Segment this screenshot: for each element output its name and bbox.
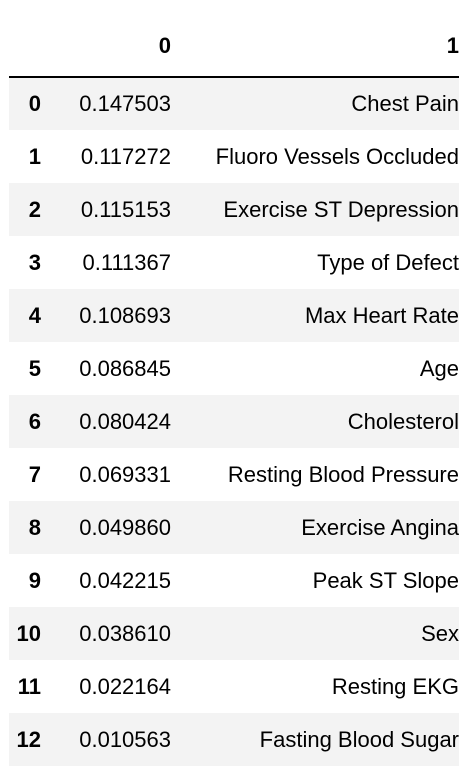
cell-value: 0.049860 <box>79 514 171 540</box>
cell-value: 0.010563 <box>79 726 171 752</box>
cell-feature-name: Resting EKG <box>331 673 459 699</box>
table-row: 6 0.080424 Cholesterol <box>9 395 459 448</box>
table-header: 0 1 <box>9 20 459 78</box>
row-index: 12 <box>16 726 41 752</box>
column-header-0: 0 <box>49 20 171 78</box>
cell-value: 0.108693 <box>79 302 171 328</box>
table-row: 1 0.117272 Fluoro Vessels Occluded <box>9 130 459 183</box>
row-index: 6 <box>28 408 41 434</box>
row-index: 8 <box>28 514 41 540</box>
table-row: 3 0.111367 Type of Defect <box>9 236 459 289</box>
cell-value: 0.147503 <box>79 91 171 116</box>
row-index: 4 <box>28 302 41 328</box>
header-row: 0 1 <box>9 20 459 78</box>
row-index: 2 <box>28 196 41 222</box>
cell-value: 0.086845 <box>79 355 171 381</box>
cell-feature-name: Peak ST Slope <box>312 567 459 593</box>
cell-feature-name: Type of Defect <box>317 249 459 275</box>
cell-value: 0.117272 <box>80 143 171 169</box>
column-header-1: 1 <box>171 20 459 78</box>
row-index: 9 <box>28 567 41 593</box>
cell-feature-name: Fluoro Vessels Occluded <box>215 143 459 169</box>
cell-feature-name: Max Heart Rate <box>304 302 459 328</box>
dataframe-output: 0 1 0 0.147503 Chest Pain 1 0.117272 Fluoro V… <box>9 20 459 766</box>
cell-value: 0.038610 <box>79 620 171 646</box>
table-row: 8 0.049860 Exercise Angina <box>9 501 459 554</box>
table-row: 10 0.038610 Sex <box>9 607 459 660</box>
table-row: 4 0.108693 Max Heart Rate <box>9 289 459 342</box>
table-row: 5 0.086845 Age <box>9 342 459 395</box>
cell-feature-name: Cholesterol <box>347 408 459 434</box>
cell-feature-name: Sex <box>421 620 459 646</box>
row-index: 7 <box>28 461 41 487</box>
cell-feature-name: Chest Pain <box>351 91 459 116</box>
row-index: 3 <box>28 249 41 275</box>
table-row: 9 0.042215 Peak ST Slope <box>9 554 459 607</box>
cell-feature-name: Fasting Blood Sugar <box>259 726 459 752</box>
table-row: 0 0.147503 Chest Pain <box>9 77 459 130</box>
row-index: 1 <box>28 143 41 169</box>
cell-value: 0.115153 <box>80 196 171 222</box>
table-row: 2 0.115153 Exercise ST Depression <box>9 183 459 236</box>
cell-feature-name: Age <box>419 355 459 381</box>
cell-value: 0.080424 <box>79 408 171 434</box>
row-index: 5 <box>28 355 41 381</box>
table-row: 12 0.010563 Fasting Blood Sugar <box>9 713 459 766</box>
row-index: 11 <box>17 673 41 699</box>
table-row: 7 0.069331 Resting Blood Pressure <box>9 448 459 501</box>
cell-value: 0.111367 <box>82 249 172 275</box>
cell-value: 0.069331 <box>79 461 171 487</box>
row-index: 10 <box>16 620 41 646</box>
cell-feature-name: Resting Blood Pressure <box>227 461 459 487</box>
row-index: 0 <box>28 91 41 116</box>
cell-feature-name: Exercise ST Depression <box>223 196 459 222</box>
table-body: 0 0.147503 Chest Pain 1 0.117272 Fluoro Vesse… <box>9 77 459 766</box>
dataframe-table: 0 1 0 0.147503 Chest Pain 1 0.117272 Fluoro V… <box>9 20 459 766</box>
table-row: 11 0.022164 Resting EKG <box>9 660 459 713</box>
cell-feature-name: Exercise Angina <box>301 514 459 540</box>
cell-value: 0.042215 <box>79 567 171 593</box>
index-column-header <box>9 20 49 78</box>
cell-value: 0.022164 <box>79 673 171 699</box>
